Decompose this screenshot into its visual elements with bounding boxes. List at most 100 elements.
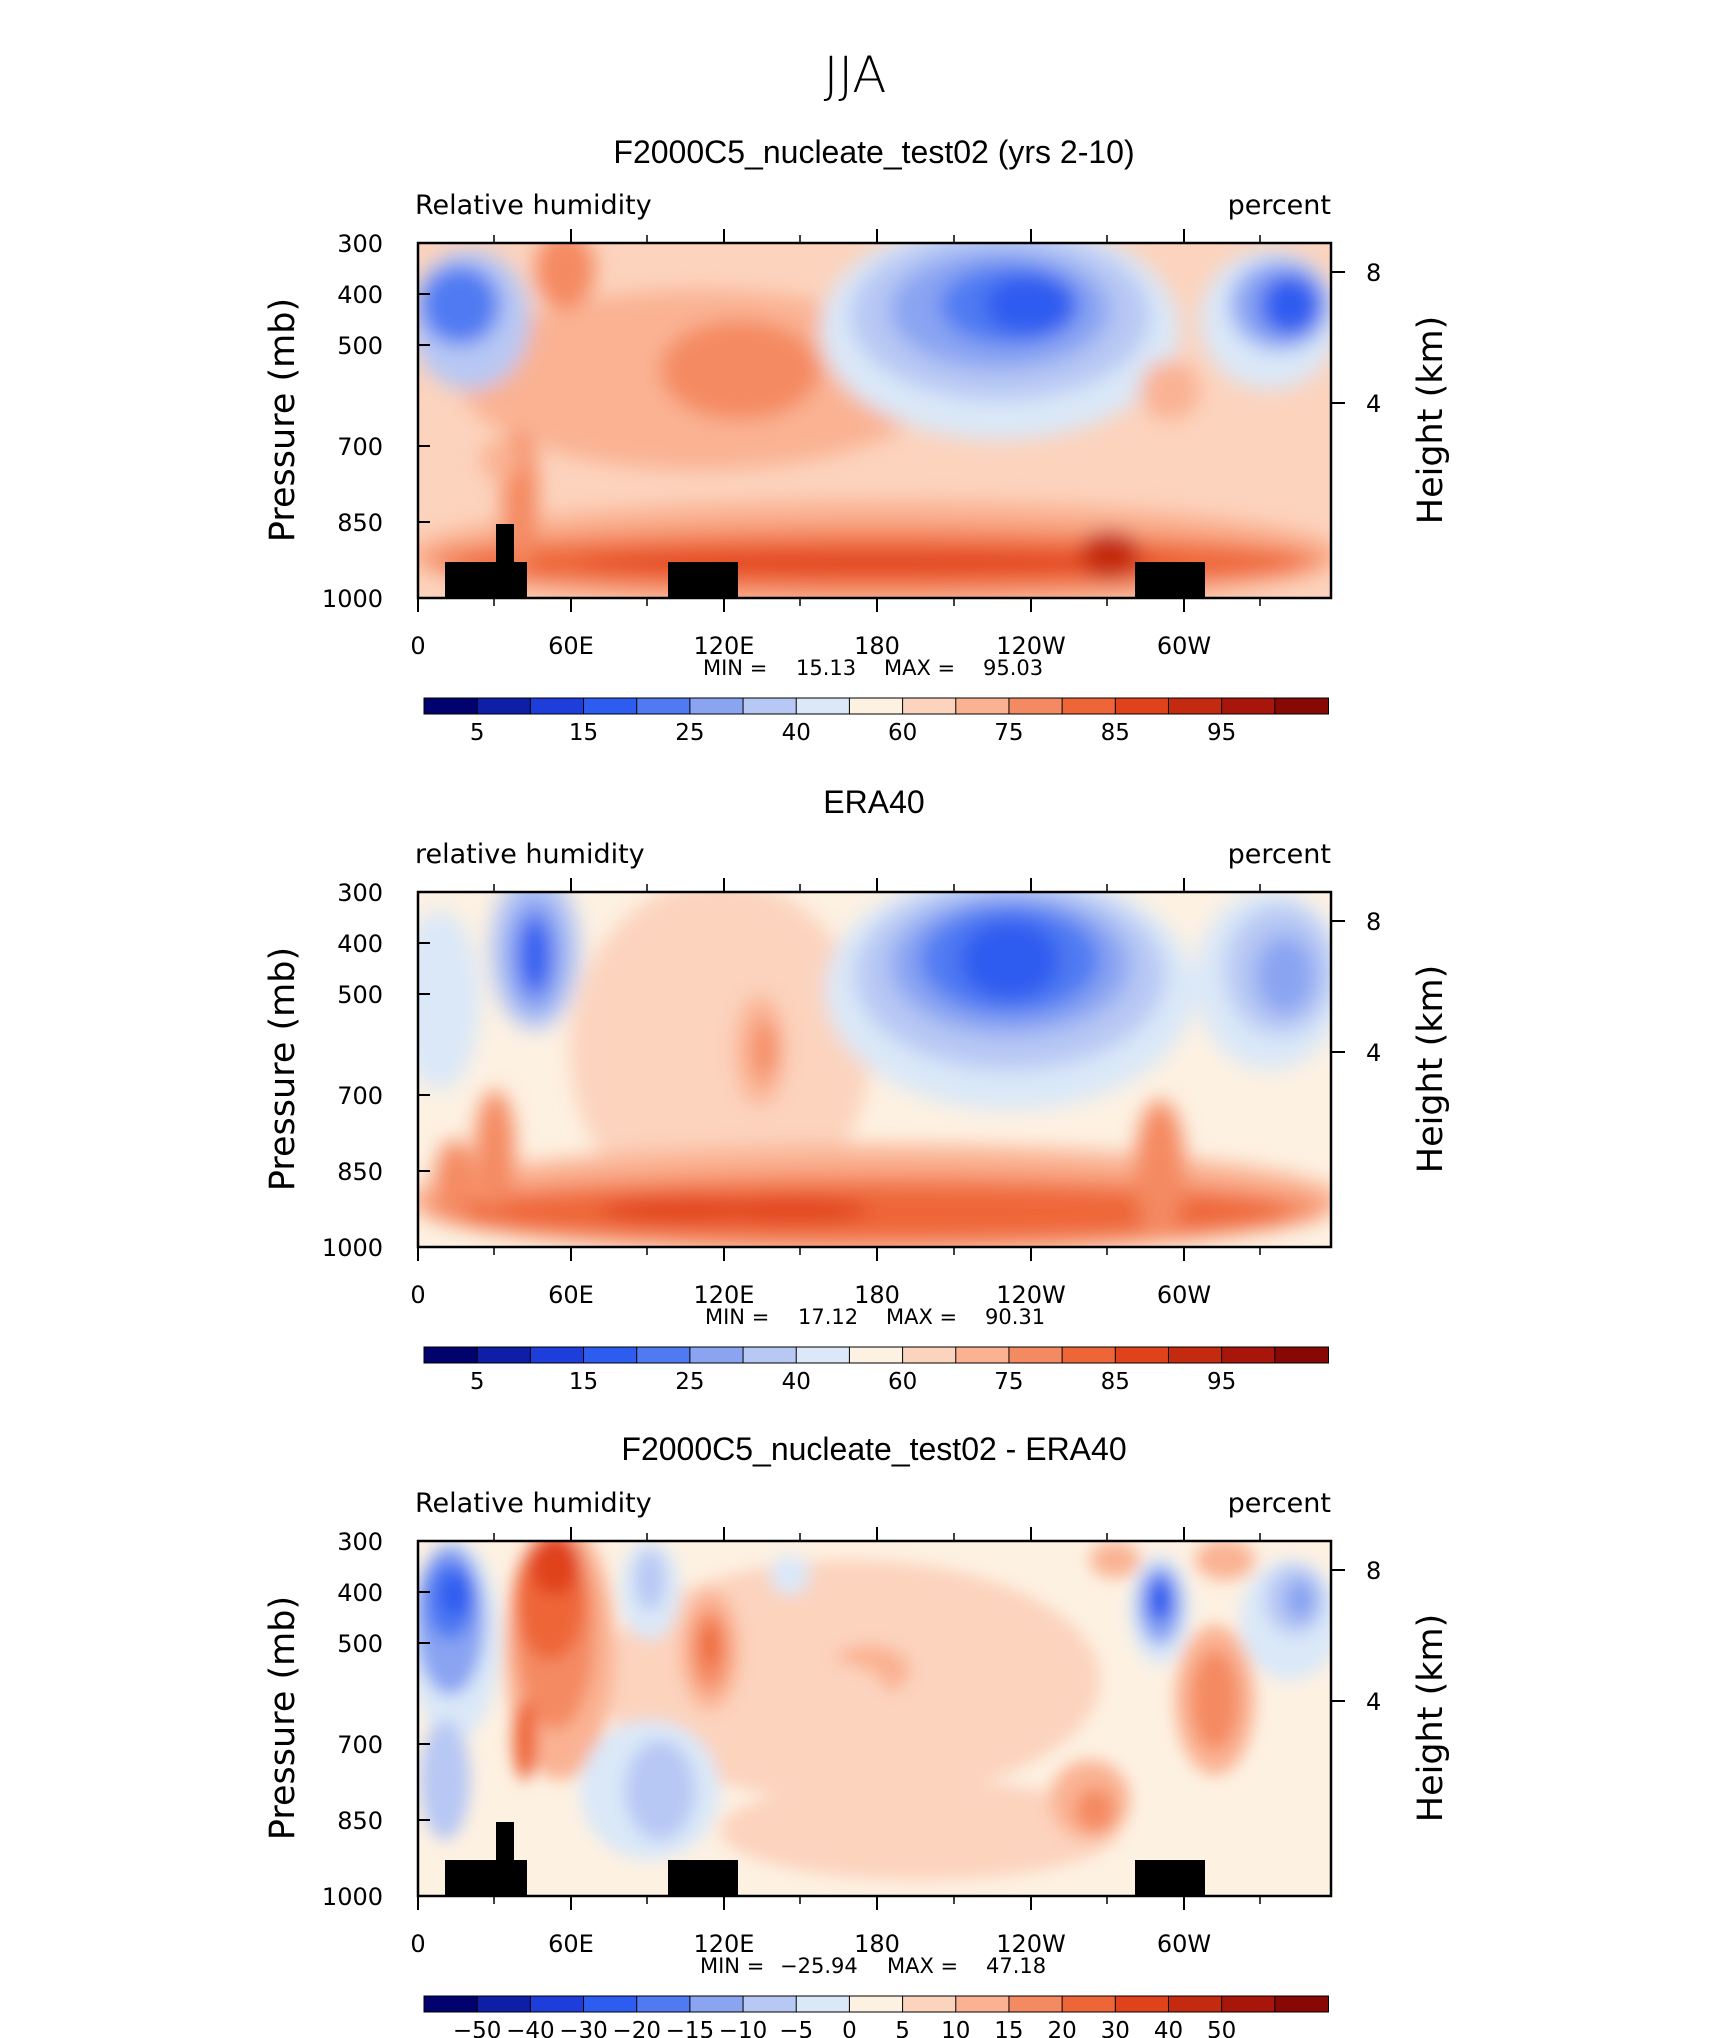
y-tick-label: 700 bbox=[337, 1082, 383, 1110]
colorbar-cell bbox=[1114, 1346, 1170, 1364]
colorbar-cell bbox=[955, 1995, 1010, 2013]
colorbar-cell bbox=[742, 1995, 798, 2013]
y-tick-label: 700 bbox=[337, 433, 383, 461]
x-tick-label: 120W bbox=[996, 632, 1066, 660]
colorbar-cell bbox=[529, 1995, 585, 2013]
colorbar-cell bbox=[1008, 697, 1064, 715]
colorbar-label: 5 bbox=[895, 2018, 910, 2038]
figure-title: JJA bbox=[824, 46, 887, 104]
colorbar-label: 85 bbox=[1101, 1369, 1130, 1395]
x-tick-label: 60E bbox=[548, 1281, 594, 1309]
height-tick-label: 8 bbox=[1366, 908, 1381, 936]
topography bbox=[445, 1822, 1205, 1896]
x-tick-label: 180 bbox=[854, 1930, 900, 1958]
colorbar-cell bbox=[1167, 697, 1223, 715]
min-label: MIN = bbox=[700, 1954, 764, 1978]
plot-frame bbox=[416, 890, 1333, 1249]
y-axis-left: 300 400 500 700 850 1000 Pressure (mb) bbox=[263, 879, 430, 1262]
colorbar-cell bbox=[423, 1346, 479, 1364]
colorbar-cell bbox=[1274, 697, 1329, 715]
colorbar-cell bbox=[529, 697, 585, 715]
y-axis-right-title: Height (km) bbox=[1411, 316, 1451, 525]
max-label: MAX = bbox=[887, 1954, 958, 1978]
y-tick-label: 500 bbox=[337, 981, 383, 1009]
colorbar-label: −40 bbox=[506, 2018, 555, 2038]
colorbar-label: 30 bbox=[1101, 2018, 1130, 2038]
colorbar-cell bbox=[795, 697, 851, 715]
x-tick-label: 0 bbox=[410, 632, 425, 660]
colorbar-label: 25 bbox=[675, 1369, 704, 1395]
colorbar-label: 60 bbox=[888, 720, 917, 746]
colorbar-cell bbox=[423, 697, 479, 715]
colorbar-cell bbox=[1167, 1346, 1223, 1364]
y-tick-label: 1000 bbox=[322, 1234, 383, 1262]
height-tick-label: 8 bbox=[1366, 1557, 1381, 1585]
colorbar-cell bbox=[583, 1346, 638, 1364]
height-tick-label: 8 bbox=[1366, 259, 1381, 287]
panel-title: F2000C5_nucleate_test02 (yrs 2-10) bbox=[613, 134, 1134, 170]
colorbar-cell bbox=[1221, 1346, 1276, 1364]
colorbar-label: 75 bbox=[994, 1369, 1023, 1395]
colorbar-label: −20 bbox=[612, 2018, 661, 2038]
y-axis-title: Pressure (mb) bbox=[263, 298, 303, 542]
y-tick-label: 1000 bbox=[322, 585, 383, 613]
colorbar-cell bbox=[795, 1346, 851, 1364]
variable-label: Relative humidity bbox=[415, 1488, 652, 1519]
x-tick-label: 120E bbox=[694, 1281, 755, 1309]
panel-observation: ERA40 relative humidity percent bbox=[263, 784, 1451, 1395]
colorbar-cell bbox=[902, 1346, 957, 1364]
colorbar-label: −10 bbox=[719, 2018, 768, 2038]
y-tick-label: 700 bbox=[337, 1731, 383, 1759]
colorbar-cell bbox=[1008, 1995, 1064, 2013]
colorbar-cell bbox=[476, 697, 532, 715]
colorbar-cell bbox=[1008, 1346, 1064, 1364]
x-tick-label: 0 bbox=[410, 1281, 425, 1309]
y-tick-label: 1000 bbox=[322, 1883, 383, 1911]
colorbar: −50 −40 −30 −20 −15 −10 −5 0 5 10 15 20 30 40 50 bbox=[423, 1995, 1329, 2038]
y-tick-label: 400 bbox=[337, 281, 383, 309]
topography bbox=[445, 524, 1205, 598]
colorbar-cell bbox=[955, 1346, 1010, 1364]
y-tick-label: 500 bbox=[337, 332, 383, 360]
y-tick-label: 400 bbox=[337, 1579, 383, 1607]
colorbar-cell bbox=[848, 1995, 904, 2013]
colorbar-cell bbox=[1114, 1995, 1170, 2013]
panel-difference: F2000C5_nucleate_test02 - ERA40 Relative… bbox=[263, 1431, 1451, 2038]
colorbar: 5 15 25 40 60 75 85 95 bbox=[423, 1346, 1329, 1395]
y-axis-title: Pressure (mb) bbox=[263, 947, 303, 1191]
y-tick-label: 300 bbox=[337, 230, 383, 258]
stats-line: MIN = 17.12 MAX = 90.31 bbox=[705, 1305, 1045, 1329]
x-axis: 0 60E 120E 180 120W 60W bbox=[410, 1527, 1261, 1958]
colorbar-cell bbox=[795, 1995, 851, 2013]
units-label: percent bbox=[1228, 839, 1331, 870]
colorbar-cell bbox=[689, 697, 745, 715]
colorbar-label: 5 bbox=[470, 720, 485, 746]
colorbar-cell bbox=[742, 697, 798, 715]
colorbar-label: 15 bbox=[569, 1369, 598, 1395]
min-label: MIN = bbox=[705, 1305, 769, 1329]
plot-frame bbox=[416, 241, 1333, 600]
units-label: percent bbox=[1228, 1488, 1331, 1519]
colorbar-cell bbox=[1274, 1346, 1329, 1364]
colorbar-cell bbox=[1061, 1995, 1117, 2013]
colorbar-label: 40 bbox=[782, 1369, 811, 1395]
colorbar-label: −30 bbox=[559, 2018, 608, 2038]
colorbar-label: 40 bbox=[782, 720, 811, 746]
colorbar-cell bbox=[689, 1346, 745, 1364]
y-tick-label: 850 bbox=[337, 1158, 383, 1186]
x-tick-label: 120E bbox=[694, 1930, 755, 1958]
plot-frame bbox=[416, 1539, 1333, 1898]
colorbar-cell bbox=[1114, 697, 1170, 715]
min-label: MIN = bbox=[703, 656, 767, 680]
colorbar-cell bbox=[1061, 697, 1117, 715]
height-tick-label: 4 bbox=[1366, 390, 1381, 418]
stats-line: MIN = −25.94 MAX = 47.18 bbox=[700, 1954, 1046, 1978]
y-axis-right: 8 4 Height (km) bbox=[1331, 1557, 1451, 1822]
max-label: MAX = bbox=[884, 656, 955, 680]
colorbar-label: 40 bbox=[1154, 2018, 1183, 2038]
colorbar-label: 95 bbox=[1207, 720, 1236, 746]
colorbar-cell bbox=[1221, 1995, 1276, 2013]
colorbar-label: 95 bbox=[1207, 1369, 1236, 1395]
y-axis-right: 8 4 Height (km) bbox=[1331, 259, 1451, 524]
max-label: MAX = bbox=[886, 1305, 957, 1329]
